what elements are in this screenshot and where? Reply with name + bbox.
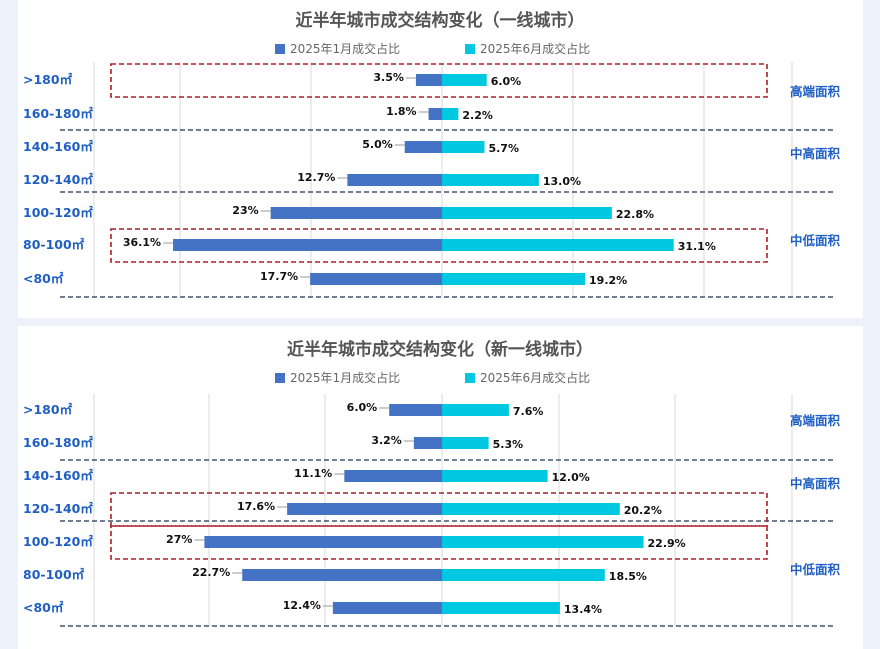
value-label-jan: 12.4% <box>283 599 321 612</box>
highlight-box <box>110 228 768 263</box>
legend-swatch-jun <box>465 44 475 54</box>
bar-jan <box>415 74 442 86</box>
value-label-jun: 13.4% <box>564 603 602 616</box>
value-label-jan: 22.7% <box>192 566 230 579</box>
value-label-jun: 18.5% <box>609 570 647 583</box>
legend-label-jan: 2025年1月成交占比 <box>290 41 400 56</box>
bar-jun <box>442 503 620 515</box>
bar-jan <box>404 141 442 153</box>
segment-label: 中低面积 <box>790 233 841 248</box>
segment-label: 中低面积 <box>790 562 841 577</box>
highlight-box <box>110 63 768 98</box>
bar-jun <box>442 569 605 581</box>
chart-title: 近半年城市成交结构变化（一线城市） <box>296 10 585 31</box>
value-label-jun: 5.7% <box>488 142 519 155</box>
bar-jun <box>442 174 539 186</box>
legend-swatch-jan <box>275 373 285 383</box>
category-label: 140-160㎡ <box>23 468 93 483</box>
value-label-jun: 7.6% <box>513 405 544 418</box>
bar-jun <box>442 108 459 120</box>
category-label: >180㎡ <box>23 402 73 417</box>
bar-jan <box>173 239 442 251</box>
category-label: <80㎡ <box>23 600 64 615</box>
category-label: <80㎡ <box>23 271 64 286</box>
value-label-jan: 1.8% <box>386 105 417 118</box>
segment-label: 高端面积 <box>790 84 841 99</box>
segment-label: 中高面积 <box>790 146 841 161</box>
category-label: 140-160㎡ <box>23 139 93 154</box>
value-label-jan: 3.5% <box>373 71 404 84</box>
category-label: 80-100㎡ <box>23 567 85 582</box>
bar-jan <box>287 503 442 515</box>
chart-new-first-tier: 近半年城市成交结构变化（新一线城市） 2025年1月成交占比 2025年6月成交占比… <box>23 339 841 627</box>
bar-jan <box>310 273 442 285</box>
category-label: 80-100㎡ <box>23 237 85 252</box>
value-label-jun: 19.2% <box>589 274 627 287</box>
bar-jan <box>428 108 442 120</box>
legend-swatch-jun <box>465 373 475 383</box>
bar-jun <box>442 536 644 548</box>
value-label-jun: 20.2% <box>624 504 662 517</box>
bar-jun <box>442 404 509 416</box>
bar-jan <box>344 470 442 482</box>
bar-jun <box>442 437 489 449</box>
chart-panel-first-tier: 近半年城市成交结构变化（一线城市） 2025年1月成交占比 2025年6月成交占比 >… <box>18 0 863 318</box>
value-label-jan: 11.1% <box>294 467 332 480</box>
bar-jan <box>389 404 442 416</box>
bar-jan <box>413 437 442 449</box>
category-label: 100-120㎡ <box>23 205 93 220</box>
bar-jan <box>332 602 442 614</box>
bar-jun <box>442 273 586 285</box>
category-label: 160-180㎡ <box>23 106 93 121</box>
value-label-jun: 6.0% <box>491 75 522 88</box>
bar-jun <box>442 141 485 153</box>
category-label: 160-180㎡ <box>23 435 93 450</box>
category-label: 120-140㎡ <box>23 172 93 187</box>
category-label: 120-140㎡ <box>23 501 93 516</box>
legend-swatch-jan <box>275 44 285 54</box>
value-label-jan: 5.0% <box>362 138 393 151</box>
category-label: >180㎡ <box>23 72 73 87</box>
value-label-jan: 12.7% <box>297 171 335 184</box>
bar-jun <box>442 602 560 614</box>
bar-jun <box>442 207 612 219</box>
legend-label-jun: 2025年6月成交占比 <box>480 41 590 56</box>
value-label-jun: 22.8% <box>616 208 654 221</box>
value-label-jun: 12.0% <box>552 471 590 484</box>
legend-label-jan: 2025年1月成交占比 <box>290 370 400 385</box>
bar-jan <box>347 174 442 186</box>
value-label-jan: 17.7% <box>260 270 298 283</box>
value-label-jun: 31.1% <box>678 240 716 253</box>
chart-first-tier: 近半年城市成交结构变化（一线城市） 2025年1月成交占比 2025年6月成交占比 >… <box>23 10 841 298</box>
segment-label: 中高面积 <box>790 476 841 491</box>
bar-jun <box>442 74 487 86</box>
legend-label-jun: 2025年6月成交占比 <box>480 370 590 385</box>
bar-jun <box>442 239 674 251</box>
chart-panel-new-first-tier: 近半年城市成交结构变化（新一线城市） 2025年1月成交占比 2025年6月成交占比… <box>18 326 863 649</box>
bar-jan <box>270 207 442 219</box>
value-label-jan: 27% <box>166 533 192 546</box>
bar-jun <box>442 470 548 482</box>
value-label-jan: 6.0% <box>347 401 378 414</box>
value-label-jan: 23% <box>232 204 258 217</box>
value-label-jun: 2.2% <box>462 109 493 122</box>
value-label-jun: 5.3% <box>493 438 524 451</box>
chart-title: 近半年城市成交结构变化（新一线城市） <box>287 339 593 360</box>
value-label-jan: 17.6% <box>237 500 275 513</box>
value-label-jan: 36.1% <box>123 236 161 249</box>
value-label-jan: 3.2% <box>371 434 402 447</box>
bar-jan <box>242 569 442 581</box>
bar-jan <box>204 536 442 548</box>
category-label: 100-120㎡ <box>23 534 93 549</box>
highlight-box <box>110 525 768 560</box>
value-label-jun: 22.9% <box>648 537 686 550</box>
segment-label: 高端面积 <box>790 413 841 428</box>
value-label-jun: 13.0% <box>543 175 581 188</box>
